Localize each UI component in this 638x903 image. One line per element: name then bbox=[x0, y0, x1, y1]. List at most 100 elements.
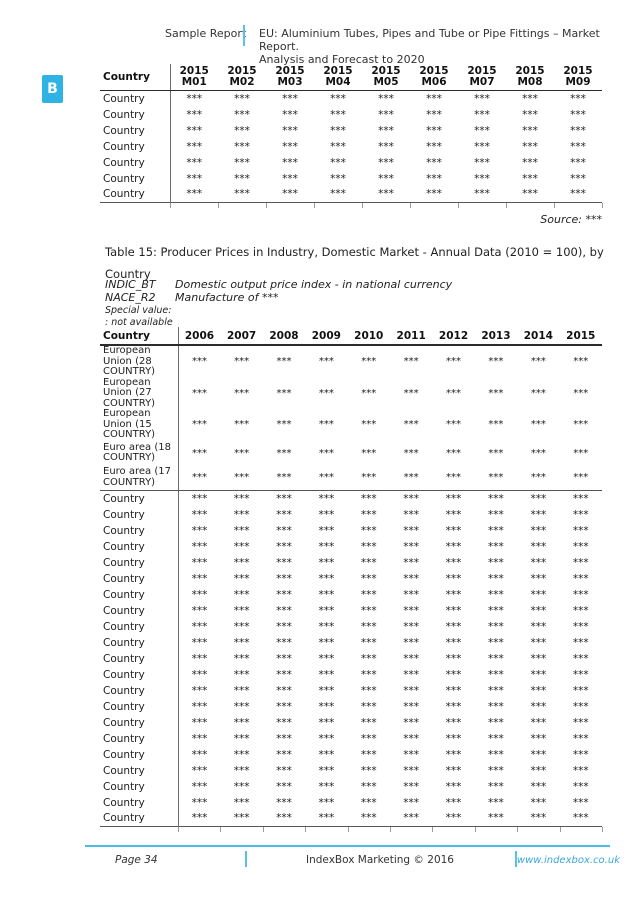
table-cell: *** bbox=[572, 604, 589, 617]
table-cell: *** bbox=[488, 636, 504, 649]
table-cell: *** bbox=[488, 620, 504, 633]
column-header: Country bbox=[100, 64, 170, 91]
tick-mark bbox=[362, 203, 363, 208]
column-header-year: 2015 bbox=[371, 65, 401, 77]
table-cell: *** bbox=[276, 524, 292, 537]
column-header-month: M06 bbox=[421, 76, 447, 88]
table-cell: *** bbox=[530, 748, 547, 761]
table-cell: *** bbox=[426, 156, 442, 169]
table-cell: *** bbox=[474, 188, 490, 201]
table-cell: *** bbox=[360, 652, 377, 665]
column-header-year: 2015 bbox=[275, 65, 305, 77]
column-header-year: 2007 bbox=[220, 327, 263, 346]
column-header-year: 2015 bbox=[559, 327, 602, 346]
table-cell: *** bbox=[488, 540, 504, 553]
table-cell: *** bbox=[177, 554, 221, 571]
table-row: Country *** *** *** *** *** *** *** *** *** *** bbox=[100, 586, 602, 603]
table-cell: *** bbox=[474, 140, 490, 153]
tick-mark bbox=[305, 827, 307, 832]
table-row: European Union (15 COUNTRY) *** *** *** *** *… bbox=[100, 409, 602, 441]
tick-mark bbox=[474, 827, 476, 832]
table-cell: *** bbox=[403, 620, 420, 633]
table-cell: *** bbox=[276, 636, 292, 649]
table-row: Country *** *** *** *** *** *** *** *** *** *** bbox=[100, 490, 602, 507]
table-cell: *** bbox=[233, 508, 250, 521]
table-cell: *** bbox=[403, 540, 420, 553]
sample-report-label: Sample Report bbox=[165, 27, 247, 40]
table-cell: *** bbox=[445, 668, 462, 681]
table-cell: *** bbox=[572, 492, 589, 505]
table-cell: *** bbox=[446, 447, 462, 459]
table-cell: *** bbox=[445, 508, 462, 521]
table-cell: *** bbox=[488, 419, 504, 431]
brand-badge-icon: B bbox=[42, 75, 63, 103]
meta-code: INDIC_BT bbox=[105, 278, 156, 291]
footer-website-link[interactable]: www.indexbox.co.uk bbox=[516, 855, 620, 866]
table-cell: *** bbox=[446, 356, 462, 368]
tick-mark bbox=[314, 203, 315, 208]
table-cell: *** bbox=[522, 140, 538, 153]
table-row: Country *** *** *** *** *** *** *** *** *** *** bbox=[100, 650, 602, 667]
table-cell: *** bbox=[360, 764, 377, 777]
table-cell: *** bbox=[330, 108, 346, 121]
tick-mark bbox=[559, 827, 561, 832]
table-cell: *** bbox=[488, 780, 504, 793]
column-header-year: 2013 bbox=[474, 327, 518, 346]
table-cell: *** bbox=[318, 636, 335, 649]
table-row: European Union (27 COUNTRY) *** *** *** *** *… bbox=[100, 377, 602, 409]
row-label: Country bbox=[103, 716, 145, 729]
table-cell: *** bbox=[361, 387, 377, 399]
table-cell: *** bbox=[276, 764, 292, 777]
table-cell: *** bbox=[530, 524, 547, 537]
table-cell: *** bbox=[488, 668, 504, 681]
table-cell: *** bbox=[282, 188, 298, 201]
row-label: Country bbox=[103, 812, 145, 825]
table-cell: *** bbox=[445, 748, 462, 761]
tick-mark bbox=[266, 203, 267, 208]
tick-mark bbox=[458, 203, 459, 208]
table-cell: *** bbox=[572, 764, 589, 777]
table-cell: *** bbox=[360, 604, 377, 617]
table-cell: *** bbox=[177, 506, 221, 523]
row-label: Country bbox=[103, 556, 145, 569]
row-label: Country bbox=[103, 636, 145, 649]
footer-company: IndexBox Marketing © 2016 bbox=[306, 854, 454, 866]
table-cell: *** bbox=[378, 124, 394, 137]
table-cell: *** bbox=[234, 419, 250, 431]
table-cell: *** bbox=[360, 572, 377, 585]
table-cell: *** bbox=[233, 796, 250, 809]
table-row: Country *** *** *** *** *** *** *** *** *** *** bbox=[100, 570, 602, 587]
table-cell: *** bbox=[378, 172, 394, 185]
table-cell: *** bbox=[360, 668, 377, 681]
table-row: Country *** *** *** *** *** *** *** *** *** bbox=[100, 138, 602, 155]
table-cell: *** bbox=[360, 540, 377, 553]
table-cell: *** bbox=[169, 106, 218, 123]
table-cell: *** bbox=[276, 780, 292, 793]
table-cell: *** bbox=[177, 570, 221, 587]
table-cell: *** bbox=[426, 108, 442, 121]
table-cell: *** bbox=[572, 556, 589, 569]
table-cell: *** bbox=[432, 465, 475, 491]
row-label: Country bbox=[103, 652, 145, 665]
table-cell: *** bbox=[318, 780, 335, 793]
table-cell: *** bbox=[177, 440, 221, 466]
table-cell: *** bbox=[474, 108, 490, 121]
table-cell: *** bbox=[282, 124, 298, 137]
table-cell: *** bbox=[276, 604, 292, 617]
table-cell: *** bbox=[488, 356, 504, 368]
table-cell: *** bbox=[445, 588, 462, 601]
tick-mark bbox=[432, 827, 434, 832]
column-header-month: M02 bbox=[229, 76, 255, 88]
table-bottom-ticks bbox=[100, 203, 603, 209]
row-label: Euro area (18 COUNTRY) bbox=[103, 441, 171, 463]
table-cell: *** bbox=[446, 419, 462, 431]
table-cell: *** bbox=[488, 524, 504, 537]
table-cell: *** bbox=[360, 636, 377, 649]
table-cell: *** bbox=[403, 812, 420, 825]
table-cell: *** bbox=[445, 620, 462, 633]
table-cell: *** bbox=[360, 812, 377, 825]
table-cell: *** bbox=[403, 764, 420, 777]
table-cell: *** bbox=[360, 620, 377, 633]
row-label: Country bbox=[103, 188, 145, 201]
row-label: European Union (28 COUNTRY) bbox=[103, 345, 156, 377]
